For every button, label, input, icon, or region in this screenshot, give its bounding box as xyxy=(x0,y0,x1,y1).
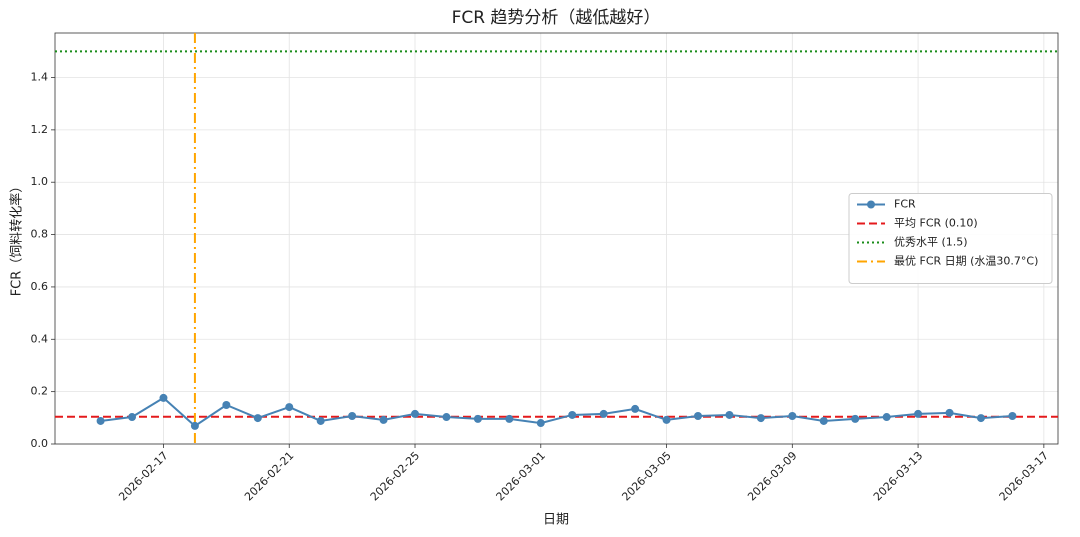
x-tick-label: 2026-03-01 xyxy=(494,449,548,503)
data-point xyxy=(851,414,860,423)
y-tick-label: 0.6 xyxy=(31,280,49,293)
legend-label: 最优 FCR 日期 (水温30.7°C) xyxy=(894,255,1038,268)
chart-title: FCR 趋势分析（越低越好） xyxy=(452,8,661,28)
x-axis-label: 日期 xyxy=(543,513,569,528)
y-tick-label: 0.0 xyxy=(31,437,49,450)
legend-label: 优秀水平 (1.5) xyxy=(894,236,968,249)
x-tick-label: 2026-03-13 xyxy=(871,449,925,503)
data-point xyxy=(725,410,734,419)
data-point xyxy=(1008,411,1017,420)
data-point xyxy=(379,415,388,424)
x-tick-label: 2026-02-17 xyxy=(116,449,170,503)
legend: FCR 平均 FCR (0.10) 优秀水平 (1.5) 最优 FCR 日期 (水温3… xyxy=(848,193,1053,284)
y-tick-label: 1.0 xyxy=(31,175,49,188)
data-point xyxy=(662,415,671,424)
data-point xyxy=(945,408,954,417)
data-point xyxy=(190,421,199,430)
y-tick-label: 0.2 xyxy=(31,385,49,398)
data-point xyxy=(914,409,923,418)
y-axis-label: FCR（饲料转化率） xyxy=(9,180,25,297)
data-point xyxy=(568,410,577,419)
data-point xyxy=(442,413,451,422)
data-point xyxy=(631,404,640,413)
data-point xyxy=(473,414,482,423)
y-tick-label: 1.4 xyxy=(31,71,49,84)
plot-frame xyxy=(54,32,1059,445)
data-point xyxy=(693,411,702,420)
x-tick-label: 2026-02-21 xyxy=(242,449,296,503)
legend-label: 平均 FCR (0.10) xyxy=(894,217,978,230)
x-tick-label: 2026-03-05 xyxy=(619,449,673,503)
legend-box xyxy=(848,193,1053,284)
data-point xyxy=(285,403,294,412)
legend-marker xyxy=(867,200,875,209)
data-point xyxy=(96,416,105,425)
x-tick-label: 2026-02-25 xyxy=(368,449,422,503)
data-point xyxy=(819,416,828,425)
x-tick-label: 2026-03-17 xyxy=(997,449,1051,503)
data-point xyxy=(348,411,357,420)
data-point xyxy=(253,414,262,423)
data-point xyxy=(316,416,325,425)
legend-label: FCR xyxy=(894,198,916,211)
series-line xyxy=(100,396,1013,428)
y-tick-label: 0.4 xyxy=(31,332,49,345)
data-point xyxy=(788,411,797,420)
data-point xyxy=(505,414,514,423)
y-tick-label: 1.2 xyxy=(31,123,49,136)
data-point xyxy=(976,414,985,423)
data-point xyxy=(536,419,545,428)
data-point xyxy=(159,393,168,402)
y-tick-label: 0.8 xyxy=(31,228,49,241)
data-point xyxy=(756,414,765,423)
data-point xyxy=(128,413,137,422)
data-point xyxy=(882,413,891,422)
data-point xyxy=(222,400,231,409)
data-point xyxy=(411,409,420,418)
data-point xyxy=(599,409,608,418)
x-tick-label: 2026-03-09 xyxy=(745,449,799,503)
